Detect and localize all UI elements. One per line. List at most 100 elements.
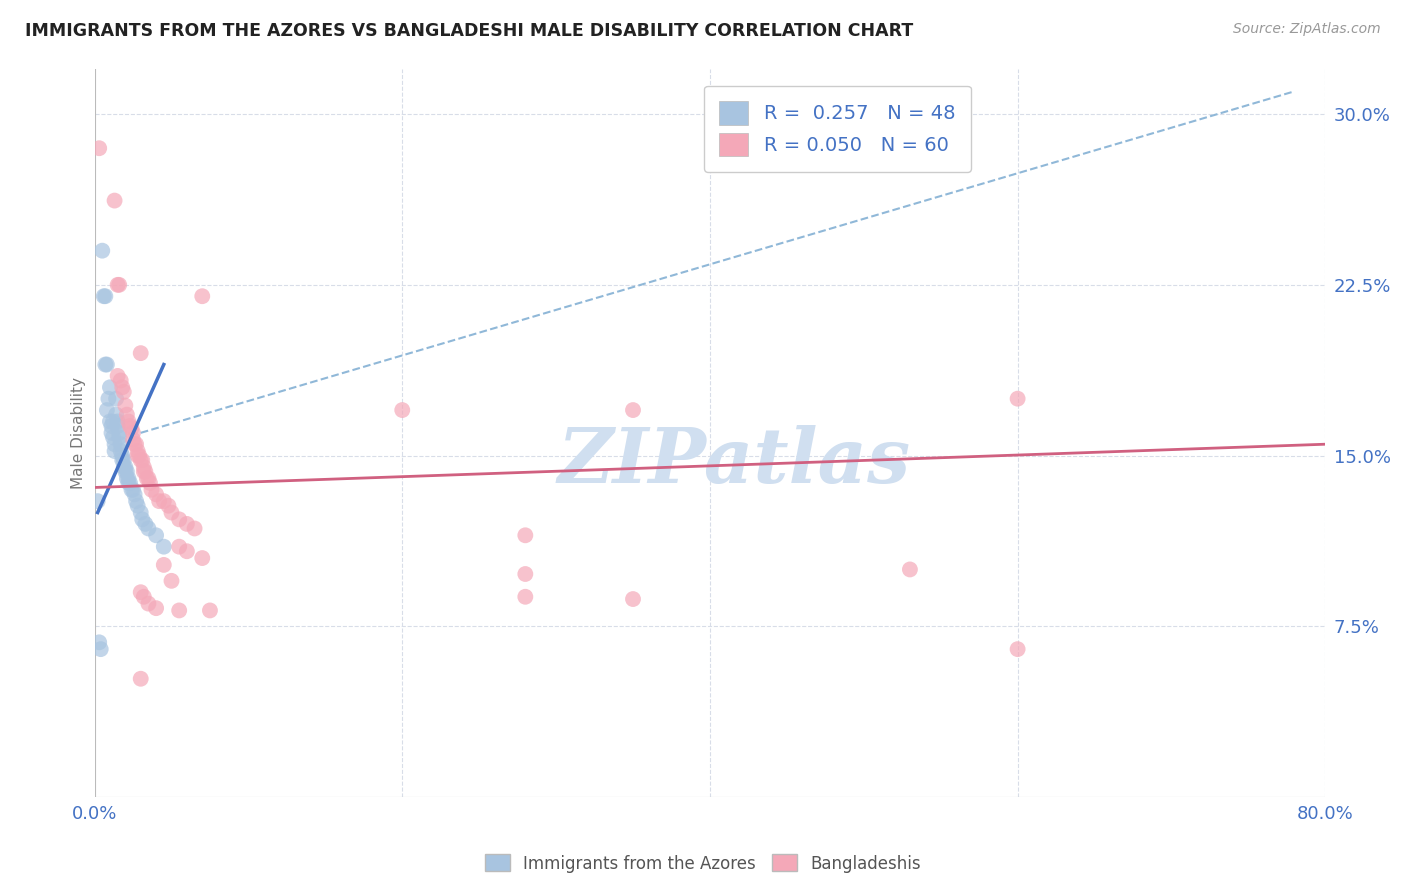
Point [127,449,149,463]
Point [94,358,117,372]
Point [153,540,176,554]
Point [391,403,413,417]
Point [121,483,143,497]
Point [122,483,145,497]
Point [157,499,180,513]
Point [176,544,198,558]
Point [96,403,118,417]
Point [129,672,152,686]
Point [129,585,152,599]
Point [129,346,152,360]
Point [115,408,138,422]
Point [160,506,183,520]
Point [167,540,190,554]
Point [101,430,124,444]
Point [898,562,921,576]
Point [118,475,141,490]
Point [93,289,115,303]
Point [114,460,136,475]
Text: Source: ZipAtlas.com: Source: ZipAtlas.com [1233,22,1381,37]
Point [103,437,125,451]
Point [117,475,139,490]
Point [191,289,214,303]
Point [98,380,121,394]
Point [122,433,145,447]
Point [89,141,111,155]
Point [114,465,136,479]
Point [515,567,537,582]
Point [107,419,129,434]
Point [110,444,132,458]
Point [125,494,148,508]
Point [138,471,160,485]
Point [112,453,135,467]
Point [134,465,156,479]
Point [135,471,157,485]
Legend: R =  0.257   N = 48, R = 0.050   N = 60: R = 0.257 N = 48, R = 0.050 N = 60 [703,86,972,172]
Point [1007,642,1029,657]
Point [621,592,644,607]
Point [114,399,136,413]
Point [108,425,131,440]
Point [105,408,128,422]
Point [111,449,134,463]
Point [167,512,190,526]
Point [128,449,150,463]
Point [134,516,156,531]
Point [145,528,167,542]
Point [107,277,129,292]
Point [191,551,214,566]
Point [153,494,176,508]
Point [132,465,155,479]
Point [145,601,167,615]
Point [108,430,131,444]
Point [153,558,176,572]
Point [131,453,153,467]
Point [515,590,537,604]
Point [112,460,135,475]
Point [124,487,146,501]
Point [138,597,160,611]
Point [198,603,221,617]
Point [148,494,170,508]
Point [107,414,129,428]
Point [138,521,160,535]
Point [141,483,163,497]
Point [131,512,153,526]
Point [125,437,148,451]
Point [103,194,125,208]
Point [121,421,143,435]
Point [145,487,167,501]
Point [89,635,111,649]
Point [139,475,162,490]
Point [112,384,135,399]
Point [91,244,114,258]
Point [115,471,138,485]
Point [160,574,183,588]
Point [118,419,141,434]
Point [127,499,149,513]
Point [103,444,125,458]
Text: ZIPatlas: ZIPatlas [558,425,911,499]
Point [98,414,121,428]
Point [97,392,120,406]
Text: IMMIGRANTS FROM THE AZORES VS BANGLADESHI MALE DISABILITY CORRELATION CHART: IMMIGRANTS FROM THE AZORES VS BANGLADESH… [25,22,914,40]
Point [108,277,131,292]
Point [127,444,149,458]
Point [117,471,139,485]
Point [122,425,145,440]
Point [124,437,146,451]
Point [167,603,190,617]
Point [132,590,155,604]
Point [115,465,138,479]
Point [105,392,128,406]
Point [176,516,198,531]
Point [1007,392,1029,406]
Point [132,460,155,475]
Point [111,380,134,394]
Point [101,414,124,428]
Point [117,414,139,428]
Legend: Immigrants from the Azores, Bangladeshis: Immigrants from the Azores, Bangladeshis [478,847,928,880]
Point [129,453,152,467]
Point [515,528,537,542]
